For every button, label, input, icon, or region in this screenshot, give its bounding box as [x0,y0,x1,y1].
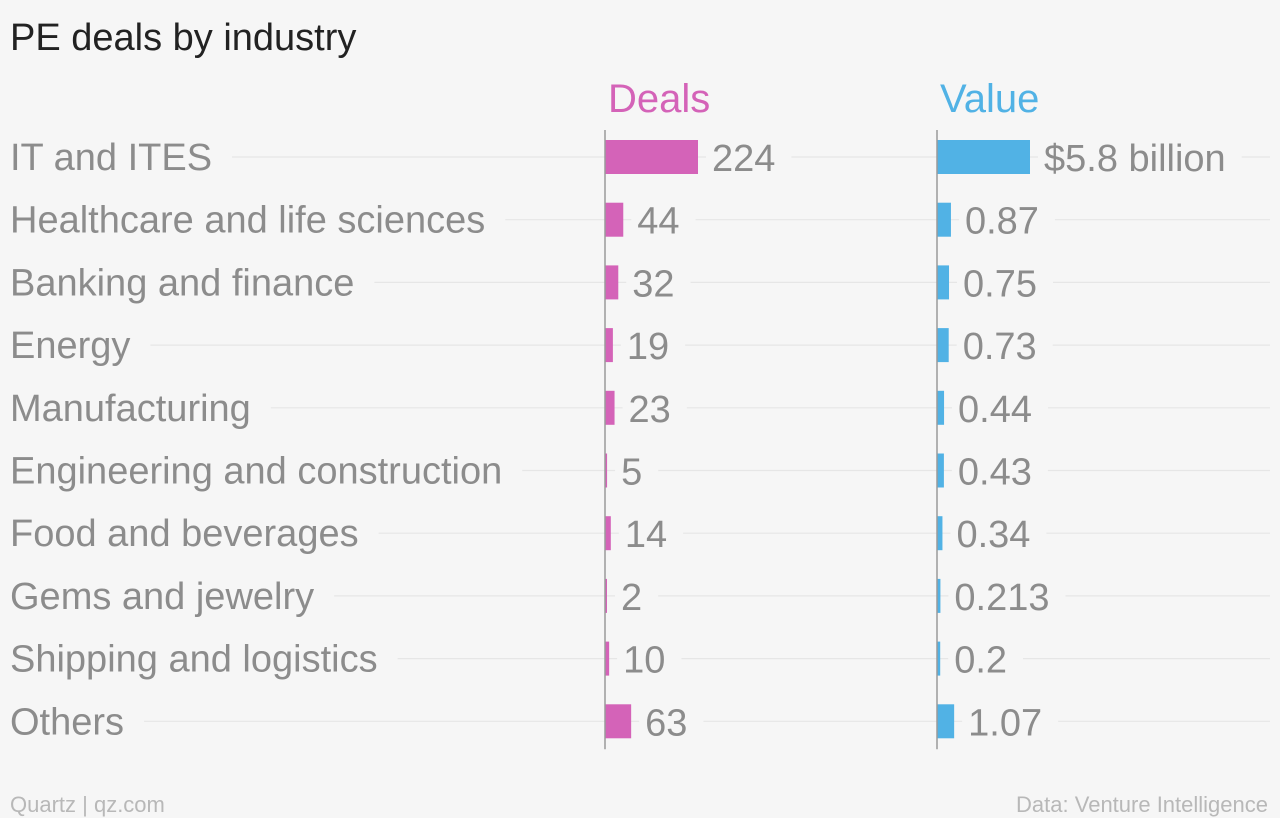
value-label-bg [952,387,1049,428]
footer-source-right: Data: Venture Intelligence [1016,792,1268,817]
value-label-deals-engineering-and-construction: 5 [621,452,642,494]
category-label-bg [8,575,335,616]
category-label-bg [8,137,233,177]
baselines [604,130,938,750]
footer-source-left: Quartz | qz.com [10,792,165,817]
value-label-value-gems-and-jewelry: 0.213 [954,577,1049,619]
value-label-bg [626,262,691,303]
category-label-bg [8,387,271,428]
column-headers: Deals Value [608,77,1039,121]
bar-deals-manufacturing [605,390,615,425]
value-label-bg [958,199,1055,240]
value-label-bg [631,199,696,240]
value-label-value-it-and-ites: $5.8 billion [1044,138,1226,180]
bar-value-manufacturing [937,390,945,425]
value-label-deals-shipping-and-logistics: 10 [623,640,665,682]
bars [605,140,1030,739]
bar-deals-food-and-beverages [605,516,611,551]
category-label-bg [8,638,398,679]
category-label-gems-and-jewelry: Gems and jewelry [10,576,314,618]
value-label-value-others: 1.07 [968,702,1042,744]
column-header-value: Value [940,77,1039,121]
bar-deals-it-and-ites [605,140,698,174]
category-label-bg [8,701,145,742]
value-label-bg [622,387,687,428]
value-label-value-energy: 0.73 [963,326,1037,368]
bar-value-it-and-ites [937,140,1030,174]
value-label-bg [617,638,682,679]
bar-value-engineering-and-construction [937,453,944,488]
category-label-bg [8,513,379,554]
category-label-bg [8,262,375,303]
value-label-deals-food-and-beverages: 14 [625,514,667,556]
bar-deals-others [605,704,632,739]
chart-title: PE deals by industry [10,17,356,59]
value-label-deals-banking-and-finance: 32 [632,263,674,305]
value-label-deals-healthcare-and-life-sciences: 44 [637,201,679,243]
value-label-bg [618,513,684,554]
bar-value-others [937,704,955,739]
value-label-deals-manufacturing: 23 [629,389,671,431]
category-label-bg [8,450,523,491]
category-label-healthcare-and-life-sciences: Healthcare and life sciences [10,200,485,242]
category-label-bg [8,325,151,366]
category-label-energy: Energy [10,325,130,367]
category-label-food-and-beverages: Food and beverages [10,513,359,555]
category-label-bg [8,199,506,240]
value-label-bg [948,575,1066,616]
value-label-bg [956,325,1053,366]
bar-deals-engineering-and-construction [605,453,608,488]
bar-deals-energy [605,328,613,363]
value-label-bg [615,575,659,616]
column-header-deals: Deals [608,77,710,121]
value-label-bg [706,137,792,177]
value-label-value-healthcare-and-life-sciences: 0.87 [965,201,1039,243]
bar-deals-banking-and-finance [605,265,619,300]
bar-value-food-and-beverages [937,516,943,551]
bar-value-gems-and-jewelry [937,578,941,613]
value-label-deals-it-and-ites: 224 [712,138,775,180]
bar-deals-healthcare-and-life-sciences [605,202,624,237]
category-label-others: Others [10,701,124,743]
value-label-bg [1038,137,1242,177]
bar-value-shipping-and-logistics [937,641,941,676]
category-labels: IT and ITES Healthcare and life sciences B… [8,137,523,743]
value-label-value-shipping-and-logistics: 0.2 [954,640,1007,682]
value-label-bg [639,701,704,742]
value-label-value-banking-and-finance: 0.75 [963,263,1037,305]
category-label-it-and-ites: IT and ITES [10,137,212,179]
value-label-value-manufacturing: 0.44 [958,389,1032,431]
value-label-deals-gems-and-jewelry: 2 [621,577,642,619]
value-label-bg [615,450,659,491]
bar-value-healthcare-and-life-sciences [937,202,951,237]
value-label-bg [951,450,1048,491]
bar-deals-gems-and-jewelry [605,578,607,613]
bar-value-banking-and-finance [937,265,950,300]
value-label-bg [957,262,1053,303]
value-label-value-food-and-beverages: 0.34 [956,514,1030,556]
bar-value-energy [937,328,949,363]
value-label-bg [620,325,686,366]
category-label-manufacturing: Manufacturing [10,388,251,430]
category-label-shipping-and-logistics: Shipping and logistics [10,639,378,681]
value-label-deals-energy: 19 [627,326,669,368]
category-label-engineering-and-construction: Engineering and construction [10,451,502,493]
value-label-bg [950,513,1047,554]
value-label-bg [948,638,1024,679]
value-label-deals-others: 63 [645,702,687,744]
value-label-bg [962,701,1059,742]
category-label-banking-and-finance: Banking and finance [10,262,354,304]
bar-deals-shipping-and-logistics [605,641,610,676]
value-label-value-engineering-and-construction: 0.43 [958,452,1032,494]
